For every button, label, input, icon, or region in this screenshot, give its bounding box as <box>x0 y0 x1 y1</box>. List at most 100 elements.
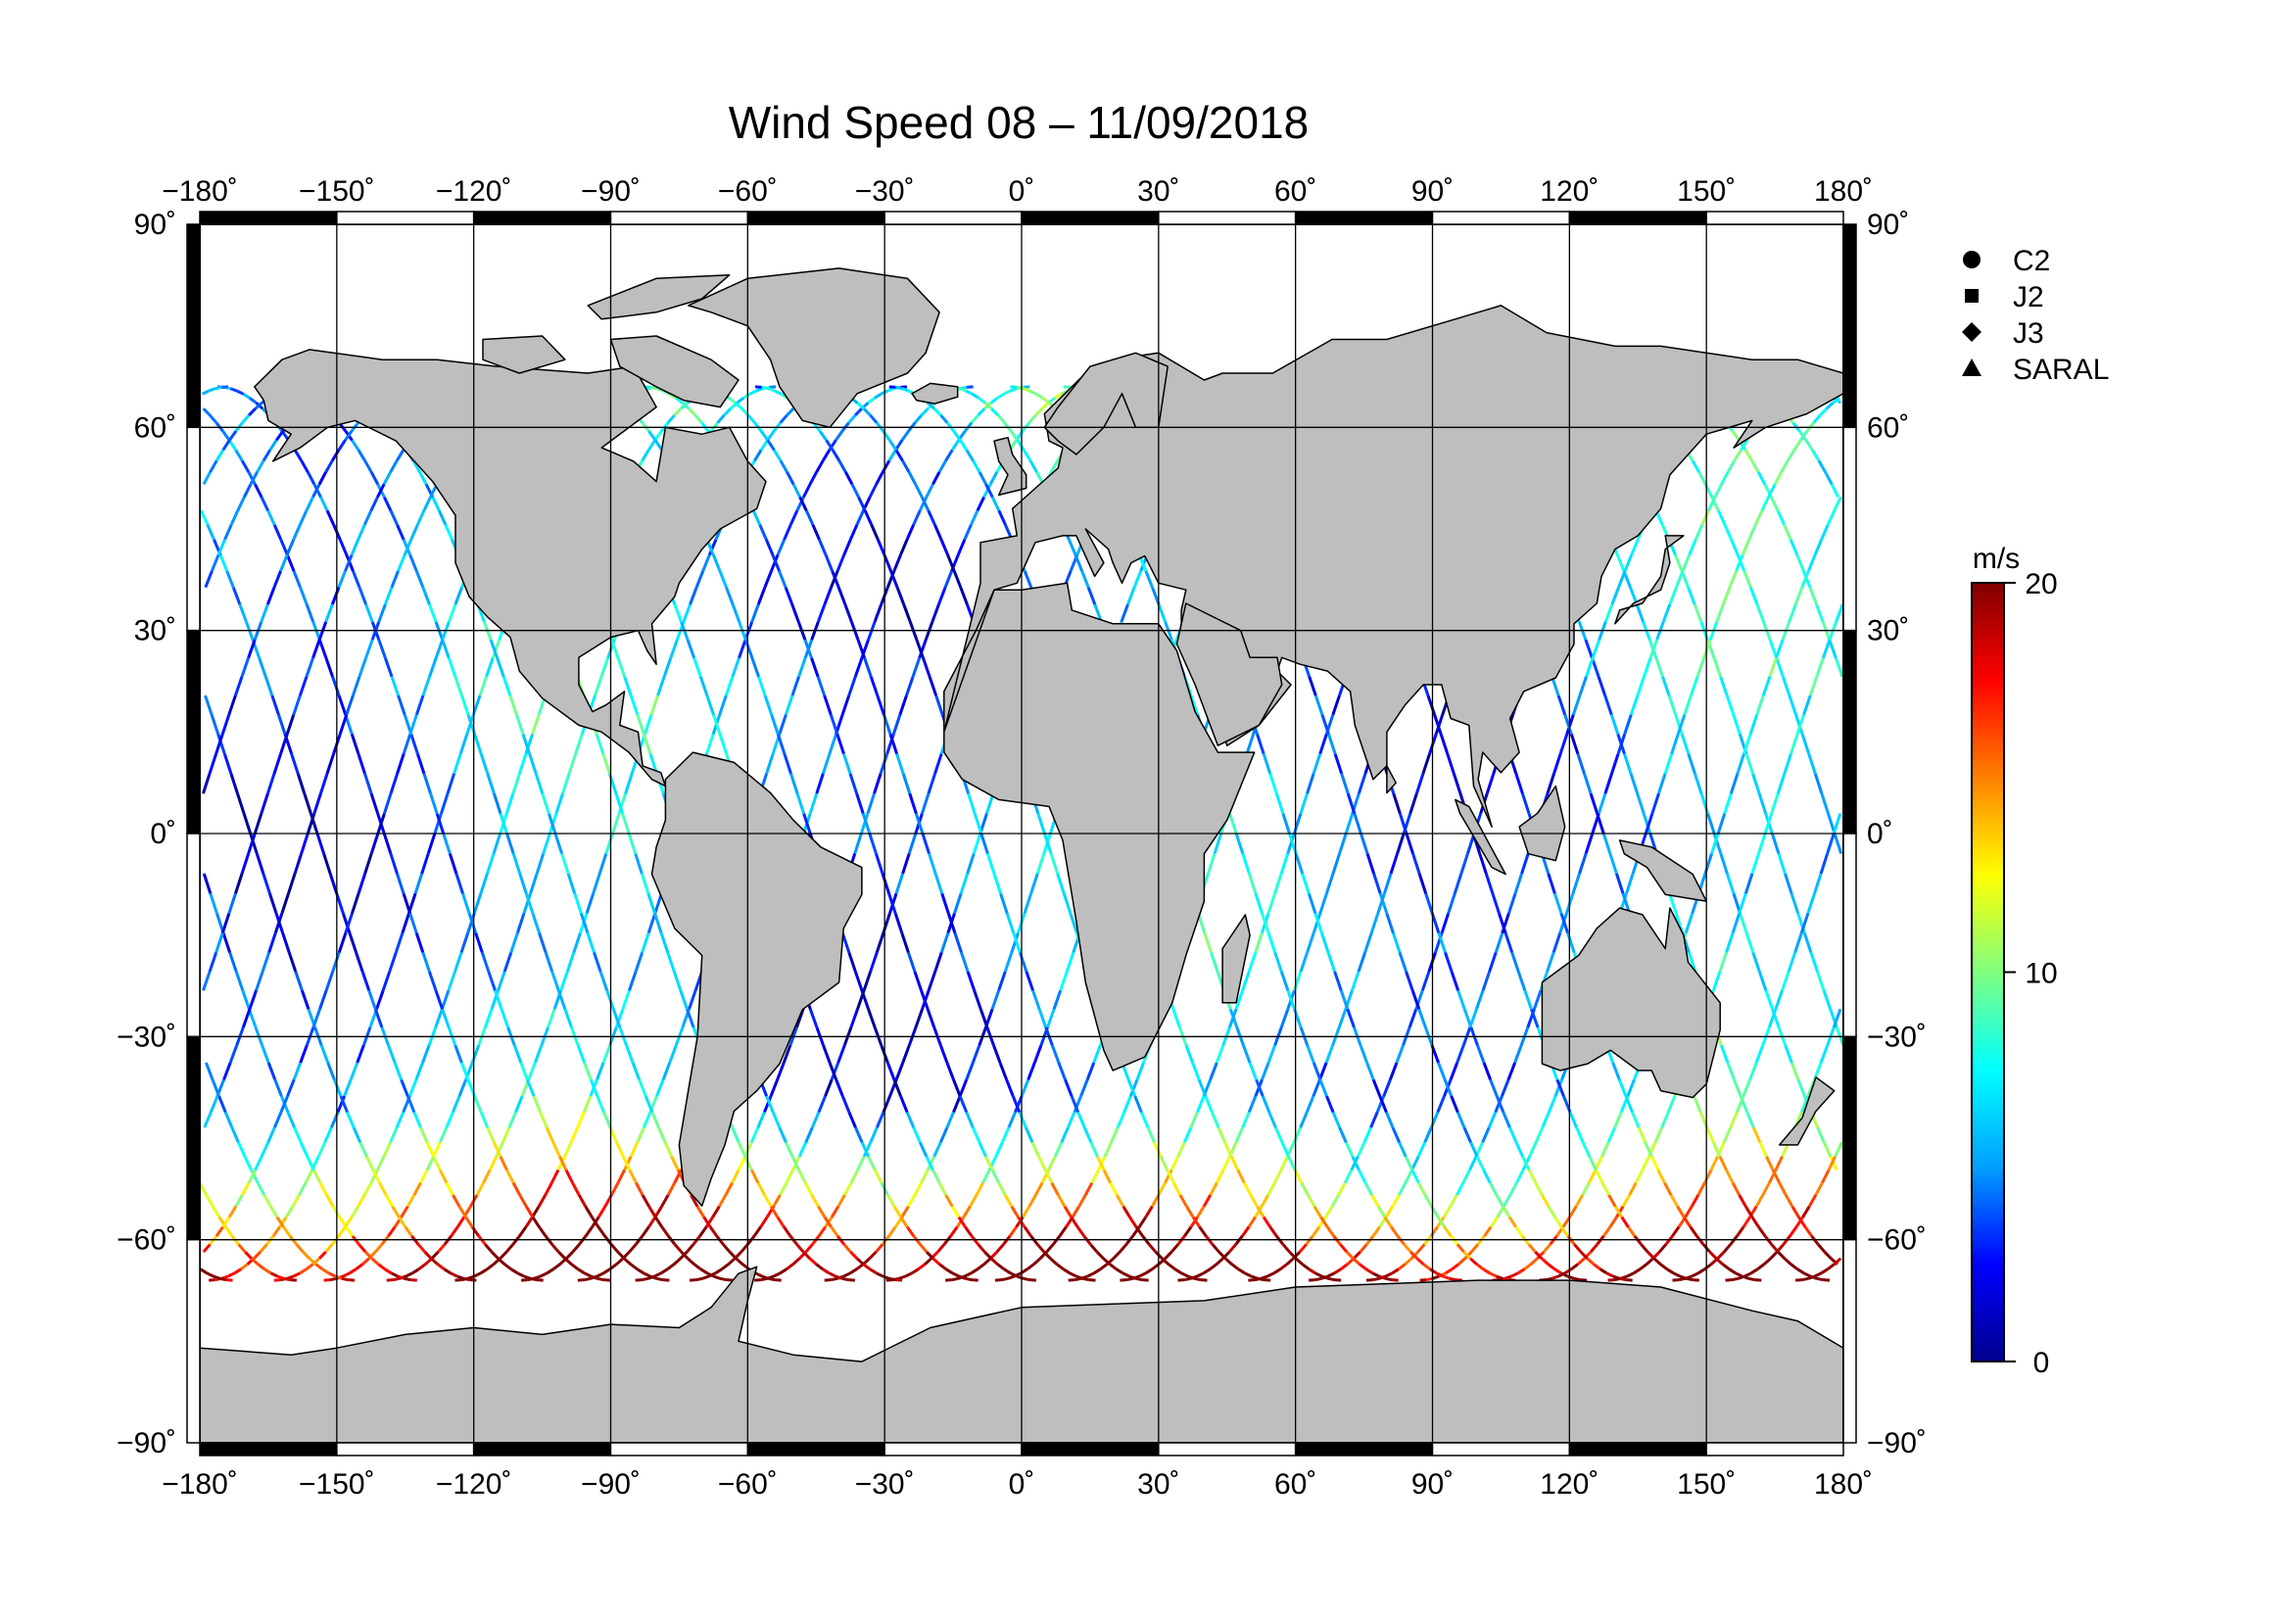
track-segment <box>966 1278 973 1279</box>
x-tick-label: 120˚ <box>1540 1468 1599 1501</box>
frame-bar-top <box>611 212 748 224</box>
x-tick-label: −90˚ <box>581 175 641 208</box>
x-tick-label: −60˚ <box>718 175 778 208</box>
frame-bar-left <box>187 224 200 427</box>
x-tick-label: 30˚ <box>1137 1468 1179 1501</box>
y-tick-label: 90˚ <box>1867 209 1909 241</box>
track-segment <box>1574 1278 1581 1279</box>
track-segment <box>769 1278 776 1279</box>
track-segment <box>1450 1278 1456 1279</box>
track-segment <box>1328 1278 1335 1279</box>
frame-bar-right <box>1843 631 1856 834</box>
y-tick-label: 30˚ <box>1867 615 1909 647</box>
track-segment <box>1385 1278 1392 1279</box>
frame-bar-bottom <box>747 1443 884 1456</box>
chart-title: Wind Speed 08 – 11/09/2018 <box>729 97 1310 148</box>
track-segment <box>952 1278 959 1279</box>
track-segment <box>642 1278 648 1279</box>
x-tick-labels-bottom: −180˚−150˚−120˚−90˚−60˚−30˚0˚30˚60˚90˚12… <box>162 1468 1873 1501</box>
frame-bar-bottom <box>337 1443 474 1456</box>
track-segment <box>1687 1278 1694 1279</box>
frame-bar-right <box>1843 1240 1856 1443</box>
satellite-legend: C2 J2 J3 SARAL <box>1962 245 2109 386</box>
frame-bar-bottom <box>884 1443 1022 1456</box>
track-segment <box>1135 1278 1142 1279</box>
x-tick-label: −30˚ <box>855 1468 915 1501</box>
frame-bar-left <box>187 427 200 630</box>
legend-item: C2 <box>1963 245 2050 277</box>
frame-bar-right <box>1843 427 1856 630</box>
frame-bar-left <box>187 1036 200 1239</box>
frame-bar-bottom <box>1159 1443 1296 1456</box>
y-tick-label: −60˚ <box>1867 1224 1927 1257</box>
frame-bar-bottom <box>611 1443 748 1456</box>
track-segment <box>720 1278 727 1279</box>
frame-bar-left <box>187 1240 200 1443</box>
track-segment <box>1619 1278 1626 1279</box>
frame-bar-bottom <box>1022 1443 1159 1456</box>
frame-bar-left <box>187 631 200 834</box>
frame-bar-bottom <box>200 1443 337 1456</box>
y-tick-label: 30˚ <box>134 615 176 647</box>
frame-bar-top <box>884 212 1022 224</box>
x-tick-label: −150˚ <box>299 1468 375 1501</box>
legend-item: SARAL <box>1962 354 2109 386</box>
frame-bar-top <box>1296 212 1433 224</box>
track-segment <box>831 1278 837 1279</box>
track-segment <box>342 1278 349 1279</box>
y-tick-label: −90˚ <box>117 1427 176 1459</box>
legend-diamond-icon <box>1962 322 1981 342</box>
x-tick-label: 60˚ <box>1274 1468 1316 1501</box>
track-segment <box>1184 1278 1191 1279</box>
track-segment <box>1426 1278 1433 1279</box>
frame-bar-bottom <box>1296 1443 1433 1456</box>
x-tick-label: 180˚ <box>1814 1468 1873 1501</box>
track-segment <box>656 1278 663 1279</box>
colorbar-tick-label: 10 <box>2025 958 2057 990</box>
legend-item: J3 <box>1962 317 2044 350</box>
y-tick-labels-left: 90˚60˚30˚0˚−30˚−60˚−90˚ <box>117 209 176 1459</box>
track-segment <box>597 1278 604 1279</box>
x-tick-label: 150˚ <box>1677 175 1736 208</box>
frame-bar-bottom <box>1706 1443 1843 1456</box>
frame-bar-right <box>1843 834 1856 1036</box>
x-tick-label: −120˚ <box>436 175 512 208</box>
track-segment <box>1748 1278 1755 1279</box>
track-segment <box>1024 1278 1030 1279</box>
frame-bar-right <box>1843 1036 1856 1239</box>
x-tick-label: −120˚ <box>436 1468 512 1501</box>
y-tick-label: −90˚ <box>1867 1427 1927 1459</box>
map-area <box>187 212 1856 1456</box>
track-segment <box>889 1278 896 1279</box>
track-segment <box>1258 1278 1265 1279</box>
track-segment <box>330 1278 337 1279</box>
legend-label: SARAL <box>2013 354 2109 386</box>
frame-bar-left <box>187 834 200 1036</box>
colorbar-gradient <box>1972 583 2004 1361</box>
x-tick-label: 60˚ <box>1274 175 1316 208</box>
frame-bar-top <box>1433 212 1570 224</box>
legend-label: J2 <box>2013 281 2044 313</box>
x-tick-label: 30˚ <box>1137 175 1179 208</box>
frame-bar-bottom <box>474 1443 611 1456</box>
frame-bar-top <box>1159 212 1296 224</box>
track-segment <box>1002 1278 1009 1279</box>
x-tick-label: 150˚ <box>1677 1468 1736 1501</box>
x-tick-label: 0˚ <box>1009 1468 1035 1501</box>
track-segment <box>762 387 769 388</box>
y-tick-label: −30˚ <box>1867 1021 1927 1053</box>
x-tick-label: 180˚ <box>1814 175 1873 208</box>
legend-label: C2 <box>2013 245 2050 277</box>
track-segment <box>1315 1278 1322 1279</box>
track-segment <box>463 1278 470 1279</box>
y-tick-label: 0˚ <box>1867 818 1893 850</box>
track-segment <box>1194 1278 1201 1279</box>
frame-bar-top <box>747 212 884 224</box>
frame-bar-top <box>1569 212 1706 224</box>
frame-bar-bottom <box>1569 1443 1706 1456</box>
legend-square-icon <box>1965 289 1979 303</box>
track-segment <box>696 1278 703 1279</box>
